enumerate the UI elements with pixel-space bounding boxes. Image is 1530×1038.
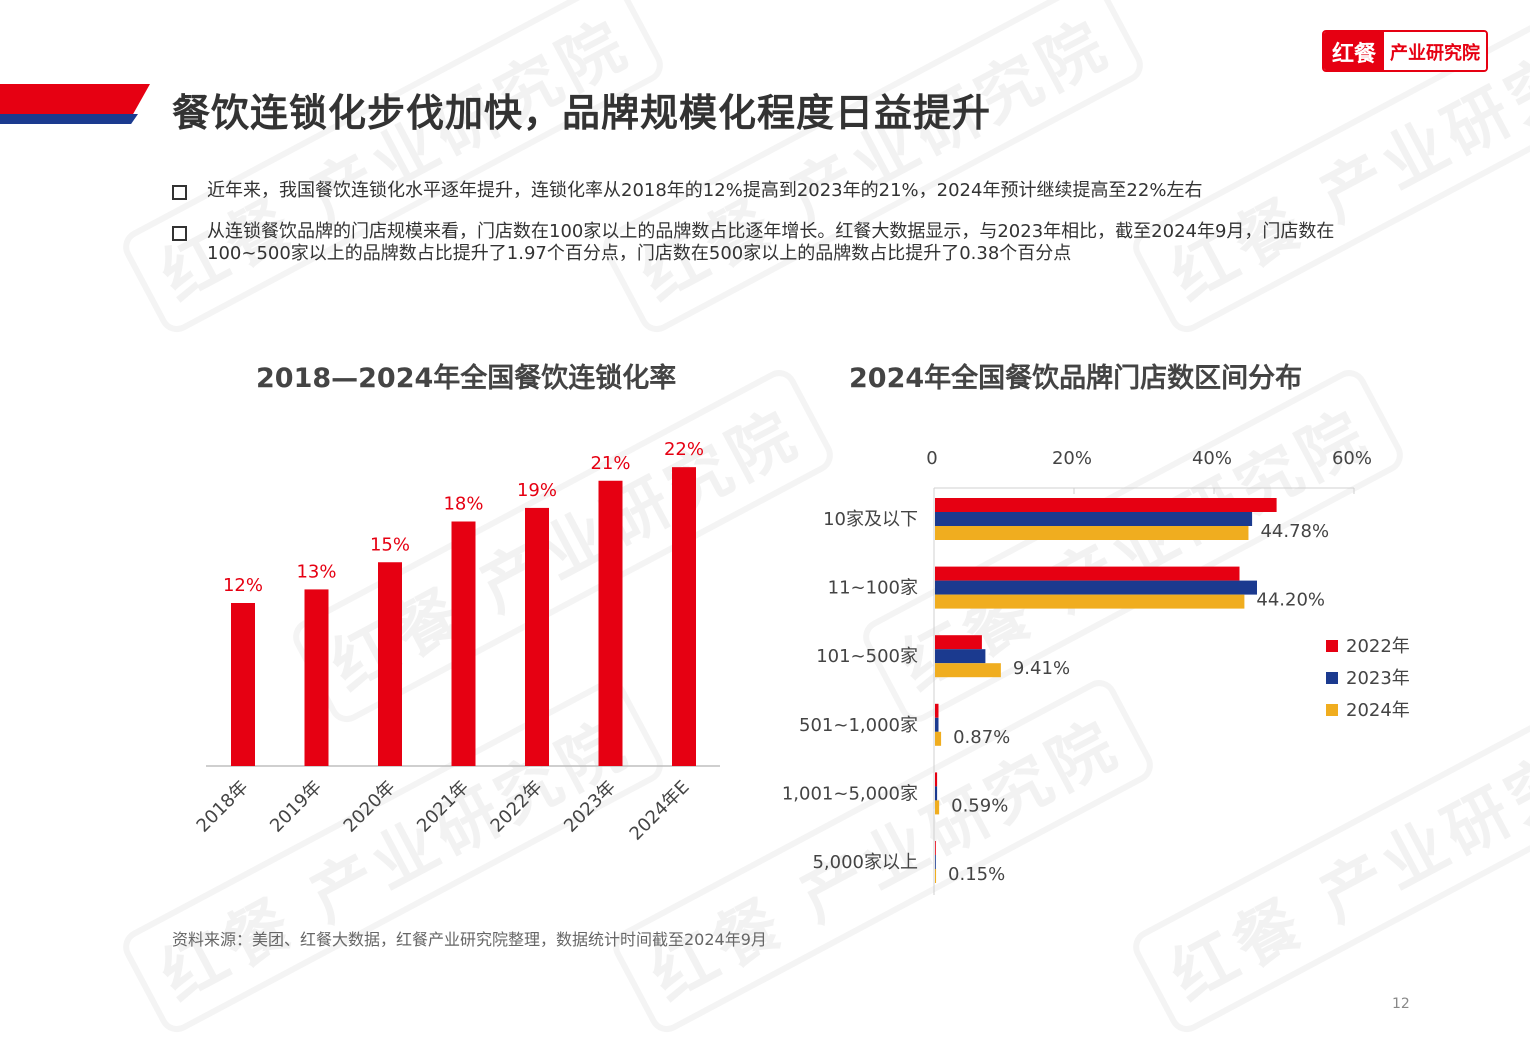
bullet-square-icon (172, 226, 187, 241)
x-tick-label: 20% (1052, 448, 1092, 469)
bar (935, 855, 936, 869)
header-accent-red (0, 84, 150, 116)
bar (935, 786, 938, 801)
x-tick-label: 60% (1332, 448, 1372, 469)
data-label: 44.78% (1260, 521, 1329, 542)
y-tick-label: 11~100家 (828, 578, 918, 599)
x-tick-label: 2022年 (487, 777, 547, 837)
source-note: 资料来源：美团、红餐大数据，红餐产业研究院整理，数据统计时间截至2024年9月 (172, 930, 767, 949)
bullet-text: 近年来，我国餐饮连锁化水平逐年提升，连锁化率从2018年的12%提高到2023年… (207, 180, 1203, 201)
legend-swatch (1326, 704, 1338, 716)
bar (935, 594, 1245, 609)
bar (935, 731, 942, 746)
x-tick-label: 2020年 (340, 777, 400, 837)
bar (525, 507, 549, 766)
x-tick-label: 2023年 (560, 777, 620, 837)
bar (935, 512, 1253, 526)
bar (935, 869, 937, 883)
bar (451, 521, 476, 766)
page-number: 12 (1392, 996, 1410, 1012)
data-label: 13% (296, 561, 336, 582)
legend-swatch (1326, 672, 1338, 684)
bullet-point: 近年来，我国餐饮连锁化水平逐年提升，连锁化率从2018年的12%提高到2023年… (172, 180, 1372, 202)
data-label: 0.59% (951, 795, 1008, 816)
chart-title-right: 2024年全国餐饮品牌门店数区间分布 (849, 363, 1303, 394)
bar (935, 717, 939, 732)
data-label: 22% (664, 439, 704, 460)
bar (935, 498, 1277, 512)
bullet-text: 从连锁餐饮品牌的门店规模来看，门店数在100家以上的品牌数占比逐年增长。红餐大数… (207, 221, 1335, 264)
chart-title-left: 2018—2024年全国餐饮连锁化率 (256, 363, 677, 394)
legend-swatch (1326, 640, 1338, 652)
bar (935, 772, 938, 787)
data-label: 12% (223, 575, 263, 596)
bullet-square-icon (172, 185, 187, 200)
bar (935, 649, 986, 664)
bar (304, 589, 329, 766)
bar (935, 566, 1240, 581)
x-tick-label: 0 (926, 448, 937, 469)
page-title: 餐饮连锁化步伐加快，品牌规模化程度日益提升 (172, 91, 992, 135)
bar (231, 603, 255, 766)
x-tick-label: 40% (1192, 448, 1232, 469)
bar (598, 480, 623, 766)
legend-label: 2022年 (1346, 636, 1410, 657)
data-label: 44.20% (1256, 590, 1325, 611)
bar (935, 800, 940, 815)
bullet-point: 从连锁餐饮品牌的门店规模来看，门店数在100家以上的品牌数占比逐年增长。红餐大数… (172, 221, 1362, 265)
x-tick-label: 2018年 (193, 777, 253, 837)
logo-mark: 红餐 (1324, 32, 1385, 70)
y-tick-label: 5,000家以上 (812, 852, 918, 873)
store-distribution-bar-chart: 0 20% 40% 60% 10家及以下 44.78% 11~100家 44.20% 101~5… (782, 448, 1410, 895)
bar (935, 635, 982, 650)
logo-text: 产业研究院 (1384, 32, 1487, 70)
y-tick-label: 101~500家 (816, 646, 918, 667)
bar (935, 580, 1257, 595)
bar (672, 467, 696, 766)
y-tick-label: 10家及以下 (823, 509, 918, 530)
legend-label: 2023年 (1346, 668, 1410, 689)
data-label: 18% (443, 494, 483, 515)
watermark: 红餐 产业研究院 (116, 0, 670, 339)
data-label: 21% (590, 453, 630, 474)
bar (935, 703, 939, 718)
header-accent-blue (0, 114, 138, 124)
x-tick-label: 2019年 (266, 777, 326, 837)
bar (935, 526, 1249, 540)
data-label: 19% (517, 480, 557, 501)
data-label: 0.15% (948, 864, 1005, 885)
x-tick-label: 2024年E (626, 777, 694, 845)
data-label: 0.87% (953, 727, 1010, 748)
y-tick-label: 1,001~5,000家 (782, 783, 918, 804)
bar (935, 841, 936, 855)
data-label: 15% (370, 534, 410, 555)
x-tick-label: 2021年 (413, 777, 473, 837)
watermark: 红餐 产业研究院 (596, 0, 1150, 339)
y-tick-label: 501~1,000家 (799, 715, 918, 736)
chain-rate-bar-chart: 12% 2018年 13% 2019年 15% 2020年 18% 2021年 19% 2022年… (193, 439, 720, 845)
legend-label: 2024年 (1346, 700, 1410, 721)
data-label: 9.41% (1013, 658, 1070, 679)
brand-logo: 红餐 产业研究院 (1322, 30, 1489, 72)
bar (378, 562, 402, 766)
bar (935, 663, 1001, 678)
